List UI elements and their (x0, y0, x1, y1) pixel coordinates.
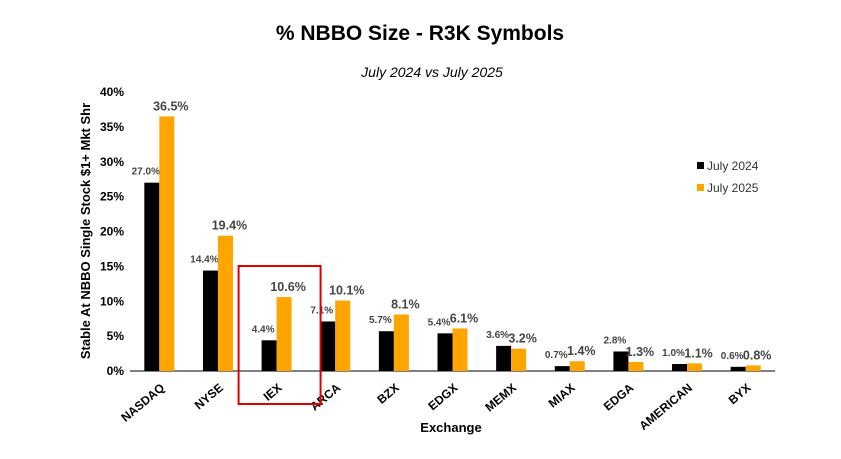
legend-swatch-july-2025 (697, 184, 704, 191)
x-tick-label: BZX (374, 381, 401, 407)
bar-july-2025 (276, 297, 292, 371)
data-label: 10.6% (270, 280, 305, 294)
data-label: 14.4% (190, 255, 218, 266)
bar-july-2025 (687, 363, 703, 371)
bar-july-2025 (511, 348, 527, 371)
data-label: 36.5% (153, 99, 188, 113)
x-tick-label: EDGX (425, 381, 460, 414)
x-axis-label: Exchange (420, 420, 481, 435)
bar-july-2024 (261, 340, 277, 371)
data-label: 0.6% (721, 351, 744, 362)
data-label: 7.1% (310, 305, 333, 316)
data-label: 0.7% (545, 350, 568, 361)
x-tick-label: NYSE (192, 381, 226, 413)
x-tick-label: ARCA (308, 380, 344, 413)
legend-label: July 2025 (707, 181, 759, 195)
iex-highlight-box (237, 265, 322, 405)
y-tick-label: 10% (100, 294, 124, 308)
data-label: 5.4% (428, 317, 451, 328)
x-tick-label: MEMX (482, 381, 519, 415)
y-tick-label: 20% (100, 225, 124, 239)
bar-july-2024 (202, 270, 218, 371)
data-label: 4.4% (252, 324, 275, 335)
bar-july-2025 (217, 235, 233, 371)
x-tick-label: NASDAQ (118, 381, 167, 425)
y-tick-label: 25% (100, 190, 124, 204)
x-tick-label: AMERICAN (636, 381, 695, 433)
bar-july-2024 (437, 333, 453, 371)
data-label: 3.6% (486, 330, 509, 341)
y-axis-label: Stable At NBBO Single Stock $1+ Mkt Shr (78, 103, 93, 359)
bar-july-2025 (159, 116, 175, 371)
bar-july-2024 (378, 331, 394, 371)
legend-label: July 2024 (707, 159, 759, 173)
data-label: 1.3% (626, 345, 655, 359)
data-label: 1.1% (684, 346, 713, 360)
data-label: 10.1% (329, 284, 364, 298)
y-tick-label: 5% (107, 329, 125, 343)
x-tick-label: BYX (726, 381, 754, 408)
bar-july-2024 (320, 321, 336, 371)
data-label: 5.7% (369, 315, 392, 326)
legend-swatch-july-2024 (697, 162, 704, 169)
y-tick-label: 30% (100, 155, 124, 169)
data-label: 2.8% (604, 335, 627, 346)
bar-july-2025 (745, 365, 761, 371)
bar-july-2024 (554, 366, 570, 371)
y-tick-label: 0% (107, 364, 125, 378)
bar-july-2024 (144, 182, 160, 371)
plot-area: 0% 5% 10% 15% 20% 25% 30% 35% 40% 27.0% 36.5% NASDA… (100, 85, 775, 433)
data-label: 8.1% (391, 298, 420, 312)
data-label: 27.0% (132, 167, 160, 178)
bar-july-2024 (496, 345, 512, 371)
data-label: 0.8% (743, 348, 772, 362)
x-tick-label: IEX (261, 381, 285, 404)
bar-july-2025 (393, 314, 409, 371)
bar-july-2024 (730, 366, 746, 371)
bar-july-2025 (335, 300, 351, 371)
bar-july-2024 (613, 351, 629, 371)
bar-july-2025 (452, 328, 468, 371)
chart-subtitle: July 2024 vs July 2025 (360, 64, 503, 80)
data-label: 3.2% (508, 332, 537, 346)
data-label: 1.4% (567, 344, 596, 358)
data-label: 1.0% (662, 348, 685, 359)
bar-july-2024 (672, 364, 688, 371)
bar-july-2025 (628, 361, 644, 371)
bar-july-2025 (569, 361, 585, 371)
chart-title: % NBBO Size - R3K Symbols (276, 22, 564, 45)
y-tick-label: 15% (100, 259, 124, 273)
x-tick-label: MIAX (546, 381, 578, 411)
x-tick-label: EDGA (601, 380, 637, 413)
data-label: 19.4% (212, 219, 247, 233)
y-tick-label: 40% (100, 85, 124, 99)
y-tick-label: 35% (100, 120, 124, 134)
data-label: 6.1% (450, 311, 479, 325)
